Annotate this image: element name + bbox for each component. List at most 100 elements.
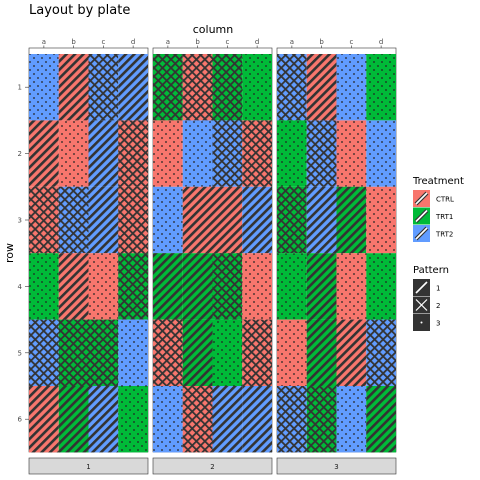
facet-panel-3: a b c d 3	[276, 38, 397, 475]
well-3-c1	[336, 54, 367, 121]
facet-strip-label: 1	[86, 463, 90, 471]
fill-legend-label: TRT2	[435, 231, 453, 239]
x-tick-label: c	[101, 38, 105, 46]
well-2-c2	[212, 120, 243, 187]
well-2-b3	[182, 186, 213, 254]
pattern-legend-key	[413, 314, 430, 331]
well-1-a2	[29, 120, 59, 187]
well-3-d3	[366, 186, 396, 254]
x-tick-label: d	[379, 38, 383, 46]
x-tick-label: b	[319, 38, 324, 46]
well-2-b6	[182, 386, 213, 453]
legend: Treatment CTRL TRT1 TRT2 Pattern 1 2 3	[412, 176, 464, 331]
well-2-d4	[242, 253, 272, 320]
well-3-b4	[306, 253, 337, 320]
well-1-a6	[29, 386, 59, 453]
well-1-d4	[118, 253, 148, 320]
pattern-legend-label: 2	[436, 302, 440, 310]
well-3-b1	[306, 54, 337, 121]
well-3-a3	[277, 186, 307, 254]
well-2-a2	[153, 120, 183, 187]
y-tick-label: 1	[18, 84, 22, 92]
well-3-c5	[336, 319, 367, 386]
facet-panel-2: a b c d 2	[152, 38, 273, 475]
well-3-b6	[306, 386, 337, 453]
well-1-b1	[58, 54, 89, 121]
well-3-c3	[336, 186, 367, 254]
pattern-legend-title: Pattern	[413, 265, 449, 276]
well-2-d6	[242, 386, 272, 453]
well-1-c6	[88, 386, 119, 453]
well-3-d2	[366, 120, 396, 187]
well-3-a4	[277, 253, 307, 320]
well-3-a6	[277, 386, 307, 453]
well-3-b5	[306, 319, 337, 386]
well-2-b5	[182, 319, 213, 386]
well-1-c1	[88, 54, 119, 121]
well-3-d4	[366, 253, 396, 320]
well-3-a2	[277, 120, 307, 187]
x-tick-label: d	[255, 38, 259, 46]
x-tick-label: a	[42, 38, 46, 46]
facet-strip-label: 3	[334, 463, 338, 471]
fill-legend-key	[413, 207, 430, 225]
facet-strip-label: 2	[210, 463, 214, 471]
facet-strip	[28, 457, 149, 475]
well-1-d2	[118, 120, 148, 187]
well-1-d1	[118, 54, 148, 121]
pattern-legend-label: 3	[436, 320, 440, 328]
well-1-a4	[29, 253, 59, 320]
x-tick-label: a	[290, 38, 294, 46]
y-tick-label: 4	[18, 283, 23, 291]
well-2-a4	[153, 253, 183, 320]
well-1-c3	[88, 186, 119, 254]
well-2-a5	[153, 319, 183, 386]
pattern-legend-key	[413, 279, 430, 296]
well-1-c4	[88, 253, 119, 320]
facet-panel-1: a b c d 1	[28, 38, 149, 475]
x-axis-label: column	[193, 23, 234, 36]
well-2-d2	[242, 120, 272, 187]
well-1-b2	[58, 120, 89, 187]
well-3-c6	[336, 386, 367, 453]
well-2-c5	[212, 319, 243, 386]
well-1-a5	[29, 319, 59, 386]
y-tick-label: 5	[18, 349, 22, 357]
well-2-b4	[182, 253, 213, 320]
well-3-a1	[277, 54, 307, 121]
pattern-legend-label: 1	[436, 285, 440, 293]
x-tick-label: c	[349, 38, 353, 46]
fill-legend-label: CTRL	[436, 196, 454, 204]
well-3-a5	[277, 319, 307, 386]
fill-legend-label: TRT1	[435, 213, 453, 221]
well-2-d3	[242, 186, 272, 254]
well-2-b1	[182, 54, 213, 121]
well-3-d1	[366, 54, 396, 121]
well-2-c6	[212, 386, 243, 453]
x-tick-label: b	[71, 38, 76, 46]
x-tick-label: c	[225, 38, 229, 46]
facet-strip	[276, 457, 397, 475]
well-2-c1	[212, 54, 243, 121]
chart-title: Layout by plate	[29, 3, 130, 18]
well-1-c2	[88, 120, 119, 187]
well-1-d3	[118, 186, 148, 254]
well-1-d5	[118, 319, 148, 386]
y-tick-label: 2	[18, 150, 22, 158]
well-1-a1	[29, 54, 59, 121]
well-3-c4	[336, 253, 367, 320]
well-2-c3	[212, 186, 243, 254]
well-2-a1	[153, 54, 183, 121]
x-tick-label: b	[195, 38, 200, 46]
well-2-b2	[182, 120, 213, 187]
well-1-b3	[58, 186, 89, 254]
fill-legend-title: Treatment	[412, 176, 464, 187]
well-1-b6	[58, 386, 89, 453]
well-3-b3	[306, 186, 337, 254]
well-3-d6	[366, 386, 396, 453]
y-tick-label: 6	[18, 416, 23, 424]
well-1-a3	[29, 186, 59, 254]
well-2-c4	[212, 253, 243, 320]
fill-legend-key	[413, 225, 430, 242]
pattern-legend-key	[413, 296, 430, 314]
